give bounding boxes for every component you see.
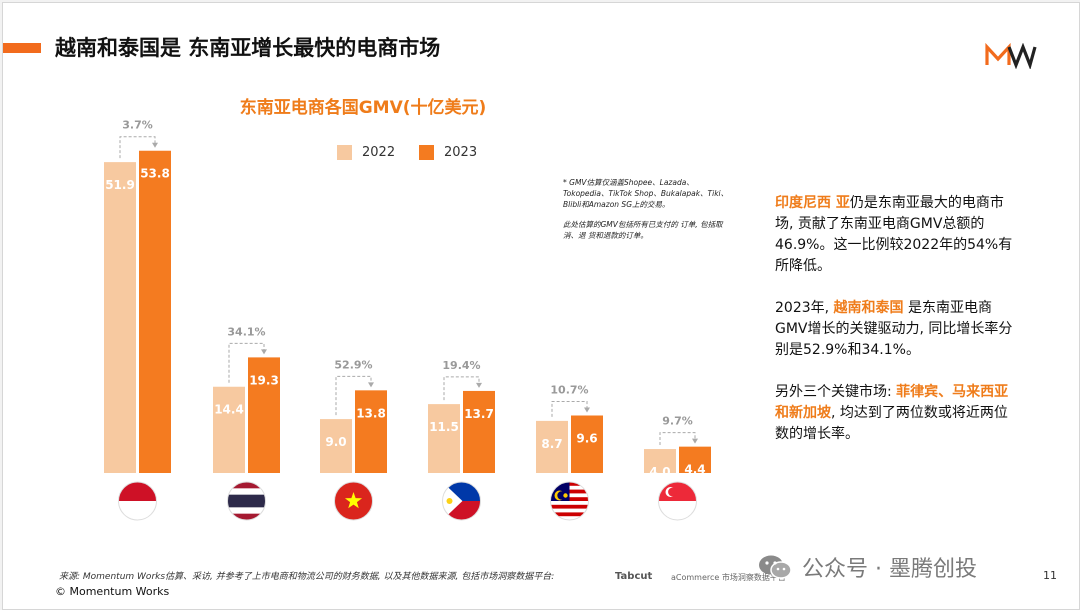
growth-connector-4: [551, 400, 588, 417]
bar-label-2023-0: 53.8: [140, 167, 170, 181]
bar-2023-2: [355, 390, 387, 473]
bar-label-2023-4: 9.6: [576, 431, 597, 445]
growth-arrow-5: [692, 438, 698, 444]
chart-note: * GMV估算仅涵盖Shopee、Lazada、Tokopedia、TikTok…: [563, 177, 733, 250]
page-number: 11: [1043, 569, 1057, 582]
legend-item-2022: 2022: [337, 145, 395, 160]
insight-others-text: , 均达到了两位数或将近两位数的增长率。: [775, 405, 1008, 442]
insight-panel: 印度尼西 亚仍是东南亚最大的电商市场, 贡献了东南亚电商GMV总额的46.9%。…: [775, 193, 1015, 466]
insight-vn-th: 2023年, 越南和泰国 是东南亚电商GMV增长的关键驱动力, 同比增长率分别是…: [775, 298, 1015, 361]
growth-arrow-4: [584, 407, 590, 413]
vietnam-flag-icon: [334, 481, 373, 521]
chart-title: 东南亚电商各国GMV(十亿美元): [239, 98, 487, 118]
indonesia-flag-icon: [118, 481, 157, 521]
bar-label-2022-5: 4.0: [649, 465, 670, 479]
bar-label-2023-1: 19.3: [249, 373, 279, 387]
thailand-flag-icon: [227, 481, 266, 521]
insight-indonesia-text: 仍是东南亚最大的电商市场, 贡献了东南亚电商GMV总额的46.9%。这一比例较2…: [775, 195, 1013, 274]
growth-label-5: 9.7%: [662, 415, 693, 428]
logo-mw-icon: [985, 43, 1037, 69]
growth-label-0: 3.7%: [122, 119, 153, 132]
bar-label-2022-4: 8.7: [541, 437, 562, 451]
insight-vn-th-text: 是东南亚电商GMV增长的关键驱动力, 同比增长率分别是52.9%和34.1%。: [775, 300, 1013, 358]
legend-label-2023: 2023: [444, 145, 478, 160]
growth-connector-2: [335, 375, 372, 416]
growth-connector-5: [659, 432, 696, 446]
insight-others-prefix: 另外三个关键市场:: [775, 384, 897, 400]
bar-label-2023-5: 4.4: [684, 463, 705, 477]
watermark-text: 公众号 · 墨腾创投: [802, 557, 977, 582]
legend-item-2023: 2023: [419, 145, 477, 160]
source-note: 来源: Momentum Works估算、采访, 并参考了上市电商和物流公司的财…: [59, 572, 555, 582]
bar-label-2022-3: 11.5: [429, 420, 459, 434]
bar-2023-0: [139, 150, 171, 473]
legend-label-2022: 2022: [362, 145, 396, 160]
bar-2022-2: [320, 419, 352, 473]
bar-2022-5: [644, 449, 676, 473]
legend-swatch-2023: [419, 145, 434, 160]
note-gmv-scope: * GMV估算仅涵盖Shopee、Lazada、Tokopedia、TikTok…: [563, 178, 729, 209]
legend-swatch-2022: [337, 145, 352, 160]
insight-indonesia: 印度尼西 亚仍是东南亚最大的电商市场, 贡献了东南亚电商GMV总额的46.9%。…: [775, 193, 1015, 277]
watermark: 公众号 · 墨腾创投: [758, 551, 977, 583]
bar-label-2023-2: 13.8: [356, 406, 386, 420]
insight-indonesia-highlight: 印度尼西 亚: [775, 195, 850, 211]
bar-label-2022-0: 51.9: [105, 178, 135, 192]
growth-connector-1: [228, 342, 265, 383]
bar-2022-0: [104, 162, 136, 473]
bar-label-2022-1: 14.4: [214, 403, 244, 417]
growth-label-3: 19.4%: [442, 359, 480, 372]
growth-label-2: 52.9%: [334, 358, 372, 371]
copyright: © Momentum Works: [55, 585, 170, 598]
insight-others-highlight: 菲律宾、马来西亚和新加坡: [775, 384, 1009, 421]
growth-arrow-0: [152, 142, 158, 148]
singapore-flag-icon: [658, 481, 697, 521]
bar-2023-1: [248, 357, 280, 473]
note-gmv-orders: 此处估算的GMV包括所有已支付的 订单, 包括取消、退 货和退款的订单。: [563, 220, 723, 240]
growth-label-1: 34.1%: [227, 325, 265, 338]
philippines-flag-icon: [442, 481, 481, 521]
insight-vn-th-prefix: 2023年,: [775, 300, 834, 316]
growth-connector-3: [443, 376, 480, 401]
growth-arrow-3: [476, 382, 482, 388]
insight-vn-th-highlight: 越南和泰国: [833, 300, 904, 316]
bar-2023-5: [679, 446, 711, 473]
bar-2022-4: [536, 420, 568, 473]
growth-connector-0: [119, 136, 156, 159]
insight-others: 另外三个关键市场: 菲律宾、马来西亚和新加坡, 均达到了两位数或将近两位数的增长…: [775, 382, 1015, 445]
tabcut-logo: Tabcut: [615, 571, 653, 582]
bar-2022-1: [213, 386, 245, 473]
title-accent-bar: [3, 43, 41, 53]
malaysia-flag-icon: [550, 481, 589, 521]
ecommerce-logo: aCommerce 市场洞察数据平台: [671, 573, 786, 582]
growth-arrow-2: [368, 382, 374, 388]
bar-2022-3: [428, 404, 460, 473]
growth-label-4: 10.7%: [550, 383, 588, 396]
gmv-bar-chart: 51.9 53.8 14.4 19.3 9.0 13.8 11.5 13.7 8.7 9.6 4.0…: [104, 119, 711, 521]
page-title: 越南和泰国是 东南亚增长最快的电商市场: [55, 36, 441, 60]
bar-label-2023-3: 13.7: [464, 407, 494, 421]
bar-2023-3: [463, 390, 495, 473]
growth-arrow-1: [261, 349, 267, 355]
wechat-icon: [759, 555, 792, 579]
bar-label-2022-2: 9.0: [325, 435, 346, 449]
bar-2023-4: [571, 415, 603, 473]
